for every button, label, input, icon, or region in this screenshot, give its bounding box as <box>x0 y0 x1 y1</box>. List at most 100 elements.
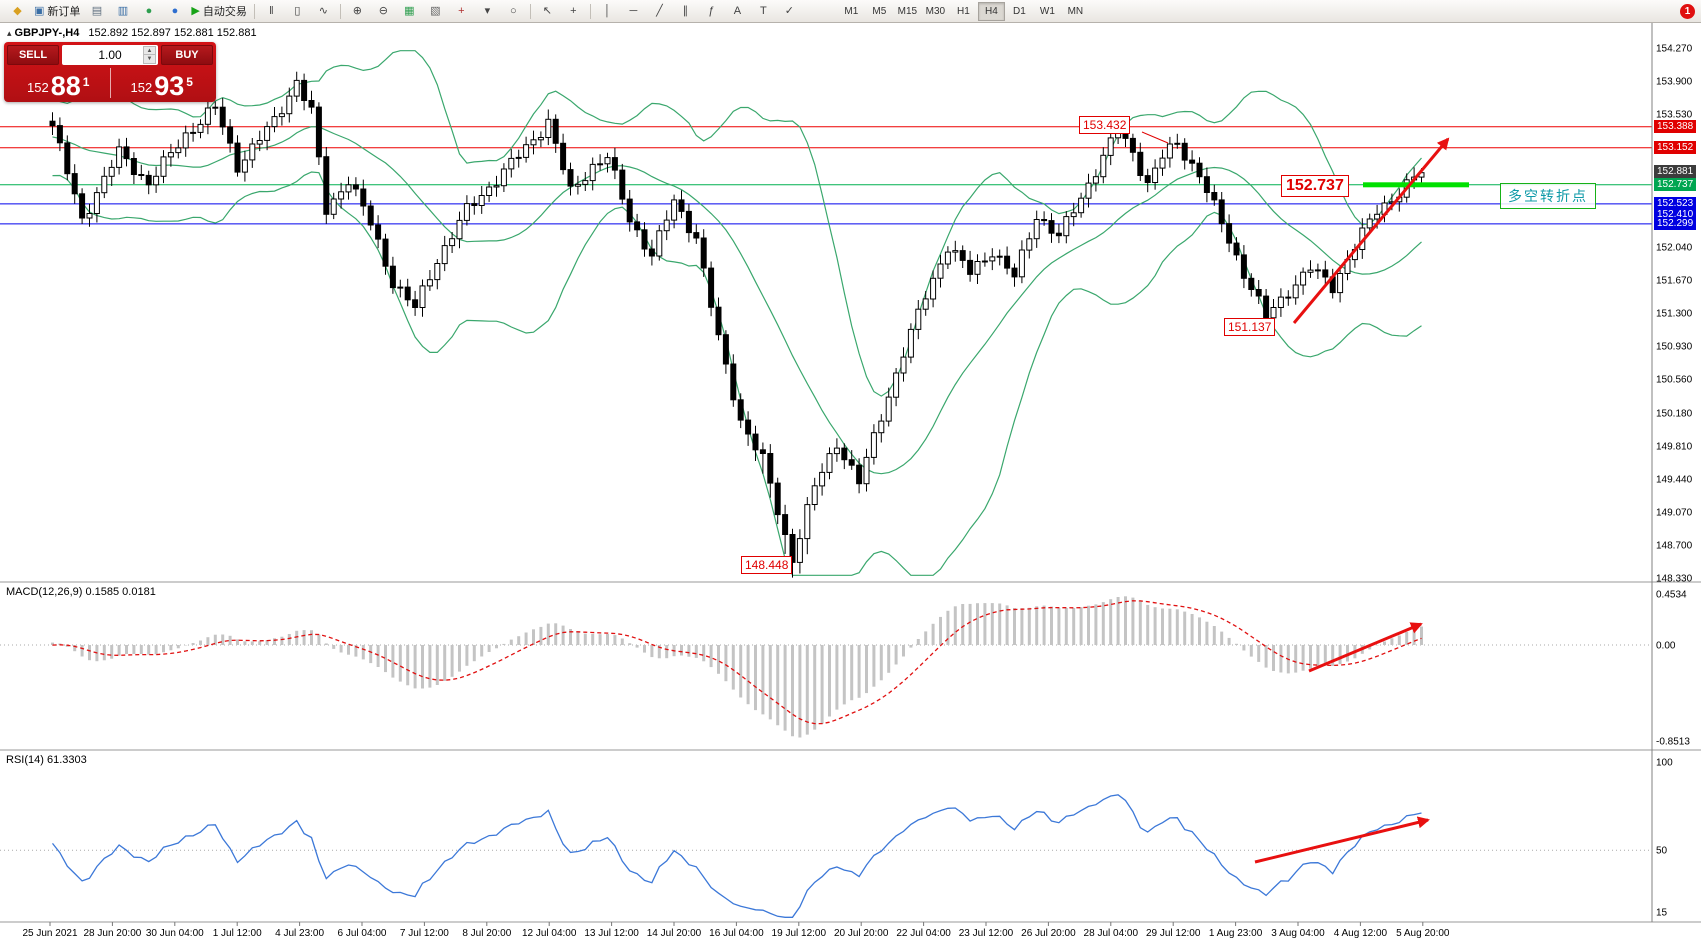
timeframe-m1[interactable]: M1 <box>844 5 859 17</box>
cascade-windows-icon: ▧ <box>430 4 441 17</box>
autotrading-button[interactable]: ▶ 自动交易 <box>188 1 249 22</box>
quotes-watch-icon: ◆ <box>13 4 22 17</box>
timeframe-m5[interactable]: M5 <box>872 5 887 17</box>
svg-text:25 Jun 2021: 25 Jun 2021 <box>22 928 77 939</box>
svg-text:153.900: 153.900 <box>1656 77 1693 88</box>
fibonacci-icon[interactable]: ƒ <box>699 1 724 22</box>
add-indicator-icon[interactable]: + <box>449 1 474 22</box>
candles-layer <box>49 71 1425 578</box>
svg-text:4 Aug 12:00: 4 Aug 12:00 <box>1334 928 1388 939</box>
zoom-out-icon[interactable]: ⊖ <box>371 1 396 22</box>
candlestick-chart-icon[interactable]: ▯ <box>285 1 310 22</box>
toolbar-separator <box>529 3 531 19</box>
horizontal-line-icon: ─ <box>629 4 638 17</box>
text-label-icon[interactable]: T <box>751 1 776 22</box>
profiles-icon[interactable]: ▥ <box>110 1 135 22</box>
svg-text:150.930: 150.930 <box>1656 342 1693 353</box>
lot-decrease-button[interactable]: ▼ <box>143 54 156 64</box>
sell-button[interactable]: SELL <box>7 45 59 65</box>
bar-chart-icon: ‖ <box>269 4 274 17</box>
support-highlight-segment[interactable] <box>1363 182 1469 188</box>
svg-text:100: 100 <box>1656 758 1673 769</box>
price-annotation[interactable]: 148.448 <box>741 556 793 574</box>
svg-text:0.4534: 0.4534 <box>1656 589 1687 600</box>
buy-price-big: 93 <box>154 71 185 102</box>
rsi-line <box>51 794 1422 918</box>
line-chart-icon[interactable]: ∿ <box>311 1 336 22</box>
buy-price-prefix: 152 <box>130 80 153 95</box>
timeframe-mn[interactable]: MN <box>1067 5 1084 17</box>
svg-text:148.330: 148.330 <box>1656 574 1693 585</box>
svg-text:16 Jul 04:00: 16 Jul 04:00 <box>709 928 764 939</box>
periods-icon[interactable]: ○ <box>501 1 526 22</box>
price-annotation[interactable]: 153.432 <box>1079 116 1131 134</box>
channel-icon[interactable]: ∥ <box>673 1 698 22</box>
bollinger-bands-layer <box>52 50 1422 576</box>
one-click-trading-panel: SELL 1.00 ▲ ▼ BUY 152 88 1 152 93 5 <box>4 42 216 102</box>
market-watch-icon[interactable]: ● <box>136 1 161 22</box>
lot-size-input[interactable]: 1.00 ▲ ▼ <box>62 45 158 65</box>
svg-text:3 Aug 04:00: 3 Aug 04:00 <box>1271 928 1325 939</box>
autotrading-button-label: 自动交易 <box>202 6 247 18</box>
crosshair-icon[interactable]: + <box>561 1 586 22</box>
toolbar: ◆ ▣ 新订单 ▤ ▥ ● ● ▶ 自动交易 ‖ ▯ ∿ ⊕ ⊖ ▦ ▧ + ▾ ○ ↖ + │ ─ ╱ ∥ ƒ A T ✓ M1 M5 M1… <box>0 0 1701 23</box>
timeframe-d1[interactable]: D1 <box>1012 5 1026 17</box>
market-watch-icon: ● <box>145 4 153 17</box>
timeframe-w1[interactable]: W1 <box>1039 5 1055 17</box>
svg-text:28 Jun 20:00: 28 Jun 20:00 <box>83 928 141 939</box>
chart-window-icon[interactable]: ▤ <box>84 1 109 22</box>
trend-arrows-layer[interactable] <box>1254 137 1450 864</box>
timeframe-m30[interactable]: M30 <box>925 5 946 17</box>
bull-bear-turning-point-label[interactable]: 多空转折点 <box>1500 183 1596 209</box>
tile-windows-icon[interactable]: ▦ <box>397 1 422 22</box>
indicators-list-icon[interactable]: ▾ <box>475 1 500 22</box>
toolbar-separator <box>253 3 255 19</box>
zoom-out-icon: ⊖ <box>378 4 388 17</box>
navigator-icon[interactable]: ● <box>162 1 187 22</box>
trendline-icon[interactable]: ╱ <box>647 1 672 22</box>
time-axis[interactable]: 25 Jun 2021 28 Jun 20:00 30 Jun 04:00 1 Jul… <box>22 922 1450 939</box>
cursor-icon[interactable]: ↖ <box>535 1 560 22</box>
new-order-button: ▣ <box>34 4 45 17</box>
svg-text:1 Aug 23:00: 1 Aug 23:00 <box>1209 928 1263 939</box>
svg-text:19 Jul 12:00: 19 Jul 12:00 <box>772 928 827 939</box>
svg-text:15: 15 <box>1656 908 1668 919</box>
buy-button[interactable]: BUY <box>161 45 213 65</box>
price-annotation[interactable]: 151.137 <box>1224 318 1276 336</box>
chart-window-icon: ▤ <box>91 4 103 17</box>
fibonacci-icon: ƒ <box>708 4 715 17</box>
annotation-leader-line <box>1141 131 1169 144</box>
timeframe-h4[interactable]: H4 <box>977 1 1005 21</box>
horizontal-line-icon[interactable]: ─ <box>621 1 646 22</box>
collapse-panel-icon[interactable]: ▴ <box>7 28 12 38</box>
lot-size-value: 1.00 <box>98 48 122 62</box>
zoom-in-icon[interactable]: ⊕ <box>345 1 370 22</box>
price-badge: 152.410 <box>1654 207 1697 221</box>
cascade-windows-icon[interactable]: ▧ <box>423 1 448 22</box>
add-indicator-icon: + <box>458 4 465 17</box>
price-badge: 152.523 <box>1654 197 1697 211</box>
timeframe-h1[interactable]: H1 <box>956 5 970 17</box>
svg-text:151.670: 151.670 <box>1656 276 1693 287</box>
macd-indicator-label: MACD(12,26,9) 0.1585 0.0181 <box>6 586 156 598</box>
notification-badge[interactable]: 1 <box>1680 4 1695 19</box>
text-icon[interactable]: A <box>725 1 750 22</box>
svg-text:50: 50 <box>1656 846 1668 857</box>
arrows-tool-icon[interactable]: ✓ <box>777 1 802 22</box>
buy-price[interactable]: 152 93 5 <box>113 71 212 102</box>
timeframe-m15[interactable]: M15 <box>897 5 918 17</box>
svg-text:0.00: 0.00 <box>1656 641 1676 652</box>
svg-text:5 Aug 20:00: 5 Aug 20:00 <box>1396 928 1450 939</box>
quotes-watch-icon[interactable]: ◆ <box>5 1 30 22</box>
bar-chart-icon[interactable]: ‖ <box>259 1 284 22</box>
zoom-in-icon: ⊕ <box>352 4 362 17</box>
level-lines-layer[interactable] <box>0 126 1652 225</box>
new-order-button[interactable]: ▣ 新订单 <box>31 1 83 22</box>
vertical-line-icon[interactable]: │ <box>595 1 620 22</box>
svg-text:29 Jul 12:00: 29 Jul 12:00 <box>1146 928 1201 939</box>
sell-price[interactable]: 152 88 1 <box>9 73 108 100</box>
price-annotation[interactable]: 152.737 <box>1281 175 1349 197</box>
price-badge: 153.152 <box>1654 141 1697 155</box>
